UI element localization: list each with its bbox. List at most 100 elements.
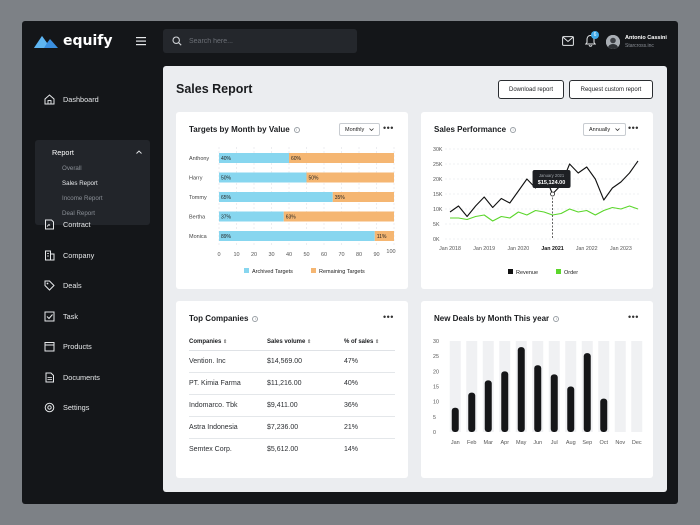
sidebar-item-dashboard[interactable]: Dashboard: [44, 94, 99, 105]
sidebar-item-documents[interactable]: Documents: [44, 372, 100, 383]
avatar[interactable]: [606, 35, 620, 49]
performance-period-dropdown[interactable]: Annually: [583, 123, 627, 136]
company-name: Vention. Inc: [189, 350, 267, 373]
more-options-icon[interactable]: •••: [383, 312, 394, 322]
order-line: [450, 205, 639, 222]
bar-archived: [219, 192, 333, 202]
table-row[interactable]: Vention. Inc $14,569.00 47%: [189, 350, 395, 373]
mail-icon[interactable]: [562, 36, 574, 46]
search-box: [163, 29, 357, 53]
data-label: 35%: [335, 195, 346, 201]
data-label: 60%: [291, 156, 302, 162]
x-tick-label: Oct: [599, 440, 608, 446]
sidebar-item-deals[interactable]: Deals: [44, 280, 82, 291]
category-label: Harry: [189, 176, 203, 182]
user-avatar-icon: [606, 35, 620, 49]
info-icon[interactable]: i: [510, 126, 517, 133]
sidebar-item-contract[interactable]: Contract: [44, 219, 91, 230]
user-info[interactable]: Antonio Cassini Starcross.inc: [625, 35, 667, 49]
submenu-item-sales-report[interactable]: Sales Report: [62, 180, 98, 187]
notification-badge: 6: [591, 31, 599, 39]
more-options-icon[interactable]: •••: [628, 312, 639, 322]
sidebar-item-label: Company: [63, 251, 95, 260]
more-options-icon[interactable]: •••: [628, 123, 639, 133]
tag-icon: [44, 280, 55, 291]
sort-icon: ⇕: [223, 338, 228, 345]
y-tick-label: 5: [433, 415, 436, 421]
table-header-row: Companies ⇕ Sales volume ⇕ % of sales ⇕: [189, 334, 395, 351]
companies-title: Top Companies: [189, 314, 249, 323]
deal-bar: [501, 371, 509, 432]
x-tick-label: Jan 2019: [473, 246, 495, 252]
company-name: Indomarco. Tbk: [189, 394, 267, 417]
sidebar-item-settings[interactable]: Settings: [44, 402, 89, 413]
table-row[interactable]: Semtex Corp. $5,612.00 14%: [189, 438, 395, 460]
submenu-item-income-report[interactable]: Income Report: [62, 195, 103, 202]
y-tick-label: 30: [433, 339, 439, 345]
table-row[interactable]: Indomarco. Tbk $9,411.00 36%: [189, 394, 395, 417]
x-tick-label: 90: [373, 252, 379, 258]
legend-label: Order: [564, 270, 578, 276]
table-row[interactable]: Astra Indonesia $7,236.00 21%: [189, 416, 395, 439]
chevron-up-icon[interactable]: [136, 150, 142, 154]
category-label: Bertha: [189, 215, 206, 221]
app-logo[interactable]: equify: [34, 33, 113, 49]
sales-volume: $7,236.00: [267, 416, 344, 439]
deal-bar: [534, 365, 542, 432]
x-tick-label: Sep: [582, 440, 592, 446]
sidebar-item-company[interactable]: Company: [44, 250, 94, 261]
sales-percent: 47%: [344, 350, 395, 373]
legend-label: Archived Targets: [252, 269, 293, 275]
bar-remaining: [289, 153, 394, 163]
dropdown-value: Monthly: [345, 126, 365, 133]
x-tick-label: Feb: [467, 440, 476, 446]
x-tick-label: 0: [217, 252, 220, 258]
x-tick-label: 20: [251, 252, 257, 258]
y-tick-label: 20: [433, 369, 439, 375]
submenu-item-overall[interactable]: Overall: [62, 165, 82, 172]
x-tick-label: 70: [338, 252, 344, 258]
download-report-button[interactable]: Download report: [498, 80, 564, 99]
bar-archived: [219, 172, 307, 183]
sidebar-item-report[interactable]: Report: [44, 148, 74, 157]
gear-icon: [44, 402, 55, 413]
bar-archived: [219, 211, 284, 222]
info-icon[interactable]: i: [553, 315, 560, 322]
performance-card: Sales Performance i Annually ••• 30K 25K 20…: [421, 112, 653, 289]
deals-title: New Deals by Month This year: [434, 314, 550, 323]
column-header-companies[interactable]: Companies ⇕: [189, 334, 267, 351]
x-tick-label: Jan 2020: [507, 246, 529, 252]
sidebar-item-label: Dashboard: [63, 95, 99, 104]
bar-archived: [219, 231, 375, 241]
data-label: 11%: [377, 234, 387, 240]
column-header-percent[interactable]: % of sales ⇕: [344, 334, 395, 351]
sales-percent: 36%: [344, 394, 395, 417]
sidebar-item-task[interactable]: Task: [44, 311, 78, 322]
y-tick-label: 15: [433, 385, 439, 391]
y-tick-label: 15K: [433, 192, 443, 198]
request-custom-report-button[interactable]: Request custom report: [569, 80, 653, 99]
more-options-icon[interactable]: •••: [383, 123, 394, 133]
sales-volume: $5,612.00: [267, 445, 299, 453]
bar-remaining: [306, 172, 394, 183]
legend-swatch: [556, 269, 561, 274]
sidebar-item-products[interactable]: Products: [44, 341, 92, 352]
bar-background: [614, 341, 626, 432]
sales-percent: 21%: [344, 416, 395, 439]
info-icon[interactable]: i: [252, 315, 259, 322]
deal-bar: [451, 407, 459, 432]
legend-swatch: [244, 268, 249, 273]
targets-period-dropdown[interactable]: Monthly: [339, 123, 381, 136]
info-icon[interactable]: i: [293, 126, 300, 133]
hamburger-menu-icon[interactable]: [135, 35, 147, 47]
column-header-sales-volume[interactable]: Sales volume ⇕: [267, 334, 344, 351]
y-tick-label: 25: [433, 354, 439, 360]
x-tick-label: Jan 2022: [576, 246, 598, 252]
top-bar: equify 6: [22, 21, 678, 63]
header-label: Sales volume: [267, 338, 306, 345]
search-input[interactable]: [189, 37, 339, 45]
submenu-item-deal-report[interactable]: Deal Report: [62, 210, 96, 217]
bar-background: [631, 341, 643, 432]
data-label: 50%: [309, 176, 320, 182]
table-row[interactable]: PT. Kimia Farma $11,216.00 40%: [189, 372, 395, 395]
